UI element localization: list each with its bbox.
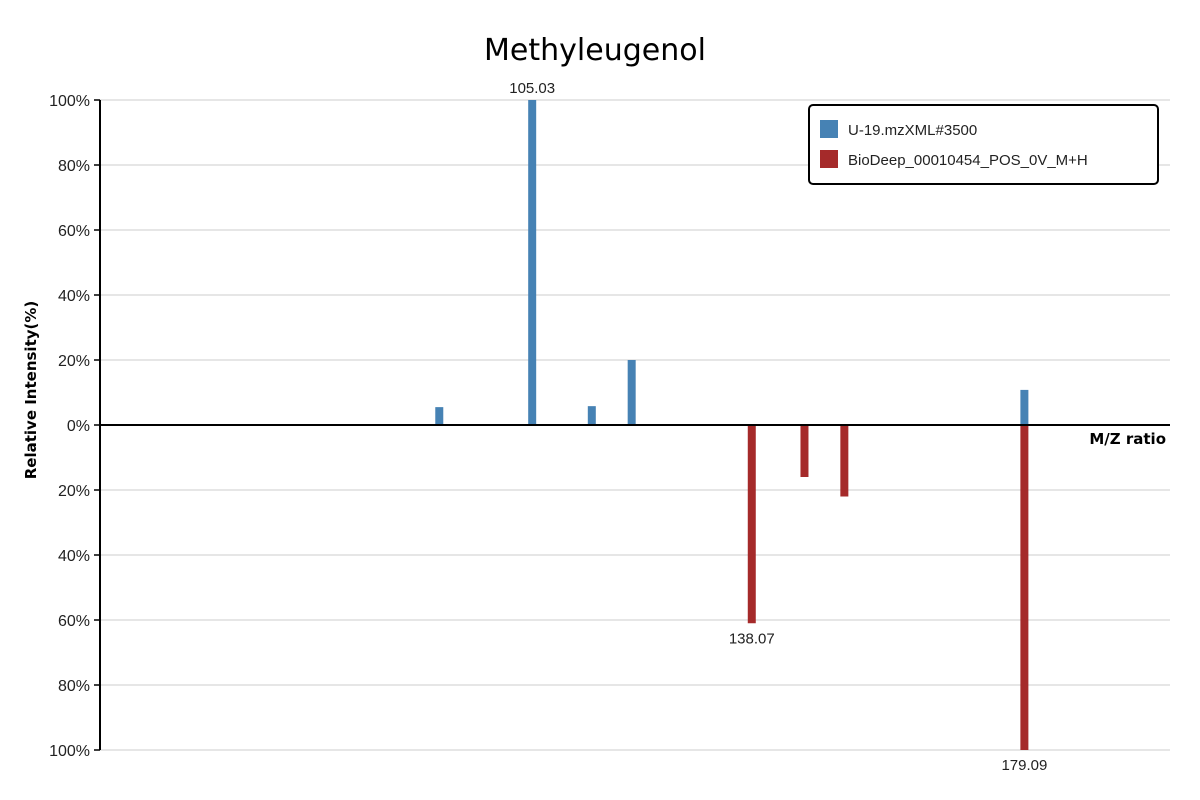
y-tick-label: 20% (58, 483, 90, 500)
peak-bar-series-1 (528, 100, 537, 425)
peak-label: 138.07 (729, 630, 775, 647)
legend-label-series-1: U-19.mzXML#3500 (848, 122, 977, 139)
legend-swatch-series-2 (820, 150, 838, 168)
y-tick-label: 60% (58, 613, 90, 630)
axes (99, 100, 1170, 750)
peak-label: 179.09 (1001, 757, 1047, 774)
y-tick-label: 40% (58, 288, 90, 305)
peak-bar-series-1 (1020, 389, 1029, 425)
y-tick-label: 40% (58, 548, 90, 565)
peak-bar-series-2 (747, 425, 756, 624)
legend-swatch-series-1 (820, 120, 838, 138)
y-tick-label: 80% (58, 158, 90, 175)
y-tick-label: 20% (58, 353, 90, 370)
peak-bar-series-2 (800, 425, 809, 477)
chart-title: Methyleugenol (484, 33, 706, 68)
y-tick-label: 0% (67, 418, 90, 435)
peak-label: 105.03 (509, 80, 555, 97)
legend-label-series-2: BioDeep_00010454_POS_0V_M+H (848, 152, 1088, 169)
peak-bar-series-1 (435, 407, 444, 425)
y-tick-labels: 100% 80% 60% 40% 20% 0% 20% 40% 60% 80% 100% (49, 93, 100, 760)
peak-bar-series-1 (587, 406, 596, 425)
y-axis-title: Relative Intensity(%) (22, 301, 40, 480)
peak-labels: 105.03 138.07 179.09 (509, 80, 1047, 774)
y-tick-label: 80% (58, 678, 90, 695)
peak-bar-series-2 (840, 425, 849, 497)
legend: U-19.mzXML#3500 BioDeep_00010454_POS_0V_… (808, 104, 1159, 185)
peaks (435, 100, 1029, 750)
y-tick-label: 100% (49, 743, 90, 760)
y-tick-label: 60% (58, 223, 90, 240)
peak-bar-series-1 (627, 360, 636, 425)
peak-bar-series-2 (1020, 425, 1029, 750)
x-axis-title: M/Z ratio (1089, 430, 1166, 448)
y-tick-label: 100% (49, 93, 90, 110)
legend-box (808, 104, 1159, 185)
